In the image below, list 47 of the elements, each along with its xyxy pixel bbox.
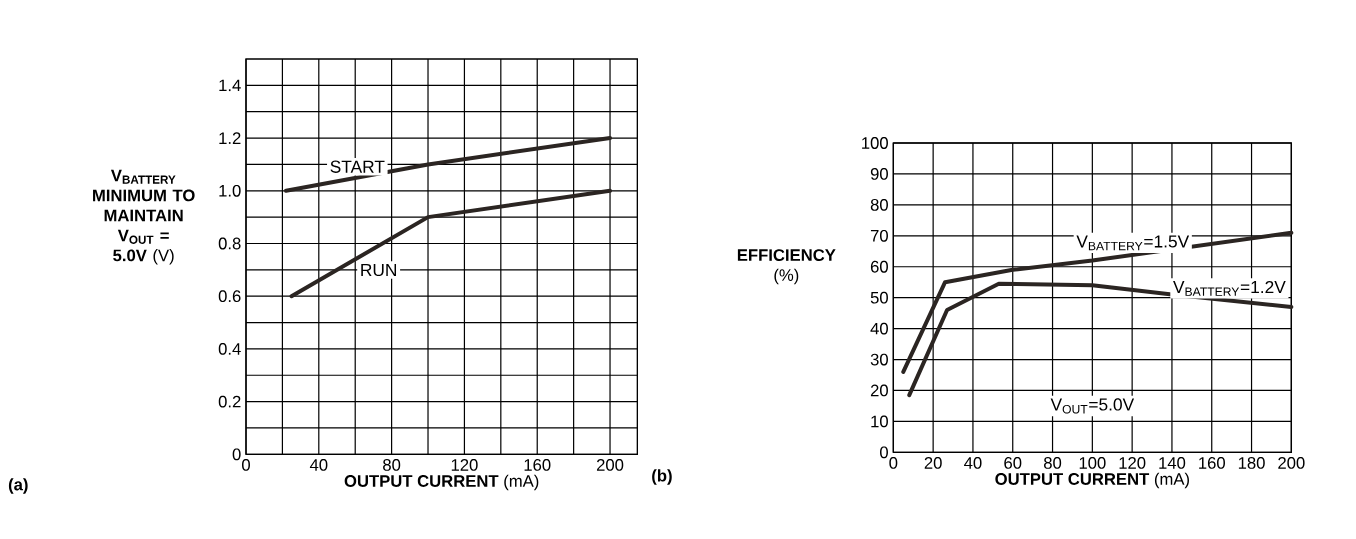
x-tick-label: 200 (1278, 457, 1305, 469)
y-tick-label: 100 (862, 137, 888, 149)
x-tick-label: 80 (1044, 457, 1062, 469)
y-tick-label: 0.4 (218, 343, 241, 355)
text: (a) (8, 478, 28, 494)
annotation: V$_{OUT}$=5.0V (1050, 398, 1135, 414)
x-tick-label: 120 (451, 459, 478, 471)
x-tick-label: 20 (924, 457, 942, 469)
y-tick-label: 70 (870, 229, 888, 242)
y-tick-label: 30 (870, 353, 888, 366)
y-tick-label: 10 (871, 415, 888, 428)
x-tick-label: 80 (383, 459, 401, 471)
x-tick-label: 60 (1004, 457, 1022, 469)
y-tick-label: 0.8 (218, 237, 241, 250)
series-label: V$_{BATTERY}$=1.2V (1173, 280, 1286, 296)
y-tick-label: 50 (870, 291, 888, 304)
y-tick-label: 40 (870, 322, 888, 335)
y-tick-label: 90 (870, 168, 888, 180)
y-tick-label: 0.6 (218, 290, 241, 303)
x-tick-label: 140 (1159, 457, 1186, 469)
y-axis-title: EFFICIENCY (%) (737, 249, 836, 285)
y-tick-label: 60 (870, 260, 888, 273)
y-tick-label: 20 (870, 384, 888, 397)
series-label: START (330, 160, 385, 173)
x-tick-label: 0 (889, 457, 898, 469)
y-tick-label: 1.4 (219, 79, 241, 92)
text: (b) (652, 469, 672, 485)
y-tick-label: 1.2 (219, 132, 241, 144)
x-axis-title: OUTPUT CURRENT (mA) (344, 474, 539, 491)
x-tick-label: 180 (1238, 457, 1265, 469)
y-tick-label: 0 (880, 446, 888, 459)
y-tick-label: 0.2 (218, 395, 241, 408)
series-label: V$_{BATTERY}$=1.5V (1076, 235, 1190, 251)
x-tick-label: 160 (524, 459, 551, 471)
y-tick-label: 1.0 (219, 184, 241, 197)
x-tick-label: 100 (1079, 457, 1106, 469)
x-tick-label: 160 (1199, 457, 1225, 469)
x-tick-label: 40 (309, 459, 328, 471)
text: V$_{BATTERY}$ MINIMUM TO MAINTAIN V$_{OUT}$ = 5.0V (V) (93, 169, 195, 265)
x-axis-title: OUTPUT CURRENT (mA) (995, 472, 1189, 489)
x-tick-label: 40 (964, 457, 982, 469)
x-tick-label: 0 (242, 459, 250, 471)
x-tick-label: 200 (596, 459, 624, 471)
series-label: RUN (361, 263, 397, 277)
y-tick-label: 0 (232, 448, 241, 461)
y-tick-label: 80 (870, 198, 888, 211)
x-tick-label: 120 (1119, 457, 1146, 469)
